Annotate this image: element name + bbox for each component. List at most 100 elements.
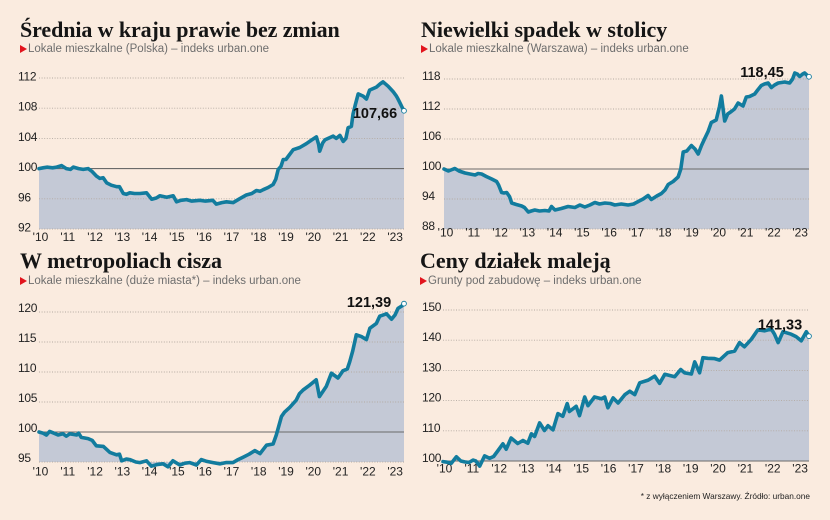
x-tick-label: '18	[251, 230, 267, 244]
series-line	[442, 71, 811, 214]
y-tick-label: 112	[422, 99, 441, 113]
x-tick-label: '20	[710, 462, 726, 476]
y-tick-label: 105	[18, 391, 38, 405]
y-tick-label: 110	[18, 361, 37, 375]
y-tick-label: 92	[18, 221, 31, 235]
chart-panel-4: 100 110 120 130 140 150 '10 '11 '12 '13 '14 '15 '16 '…	[422, 300, 812, 476]
y-tick-label: 104	[18, 130, 38, 144]
x-tick-label: '10	[438, 226, 454, 240]
x-tick-label: '16	[601, 226, 617, 240]
x-tick-label: '23	[792, 226, 808, 240]
x-tick-label: '16	[196, 465, 212, 479]
end-point-marker	[806, 73, 812, 80]
x-tick-label: '16	[196, 230, 212, 244]
x-tick-label: '15	[573, 462, 589, 476]
x-tick-label: '10	[33, 465, 49, 479]
x-tick-label: '12	[492, 226, 508, 240]
red-triangle-icon	[420, 276, 427, 285]
x-tick-label: '12	[491, 462, 507, 476]
x-tick-label: '17	[628, 462, 644, 476]
y-tick-label: 100	[422, 451, 442, 465]
x-tick-label: '22	[360, 465, 376, 479]
red-triangle-icon	[20, 276, 27, 285]
x-tick-label: '21	[333, 230, 349, 244]
x-tick-label: '16	[601, 462, 617, 476]
area-fill	[444, 73, 809, 229]
y-tick-label: 94	[422, 189, 435, 203]
y-tick-label: 106	[422, 129, 442, 143]
end-value-label: 121,39	[347, 295, 391, 311]
series-line	[37, 301, 406, 469]
x-tick-label: '11	[60, 465, 75, 479]
chart-subtitle-land: Grunty pod zabudowę – indeks urban.one	[420, 274, 642, 288]
y-tick-label: 100	[18, 421, 38, 435]
end-value-label: 107,66	[353, 106, 397, 122]
chart-subtitle-text: Lokale mieszkalne (duże miasta*) – indek…	[28, 275, 301, 287]
x-tick-label: '13	[115, 230, 131, 244]
y-tick-label: 140	[422, 330, 442, 344]
footnote-source: * z wyłączeniem Warszawy. Źródło: urban.…	[640, 491, 810, 501]
y-tick-label: 130	[422, 360, 442, 374]
chart-subtitle-text: Grunty pod zabudowę – indeks urban.one	[428, 275, 642, 287]
chart-title-poland: Średnia w kraju prawie bez zmian	[20, 17, 340, 42]
end-point-marker	[806, 333, 812, 340]
y-tick-label: 88	[422, 219, 435, 233]
x-tick-label: '13	[520, 226, 536, 240]
x-tick-label: '22	[765, 226, 781, 240]
series-line	[441, 327, 811, 468]
y-tick-label: 96	[18, 190, 31, 204]
chart-subtitle-poland: Lokale mieszkalne (Polska) – indeks urba…	[20, 42, 269, 56]
chart-subtitle-text: Lokale mieszkalne (Warszawa) – indeks ur…	[429, 43, 689, 55]
y-tick-label: 120	[422, 391, 442, 405]
y-tick-label: 108	[18, 100, 38, 114]
x-tick-label: '14	[547, 226, 563, 240]
x-tick-label: '19	[278, 465, 294, 479]
y-tick-label: 150	[422, 300, 442, 314]
x-tick-label: '18	[656, 226, 672, 240]
y-tick-label: 100	[422, 159, 442, 173]
x-tick-label: '19	[683, 226, 699, 240]
area-fill	[39, 81, 404, 229]
x-tick-label: '10	[437, 462, 453, 476]
x-tick-label: '12	[87, 230, 103, 244]
x-tick-label: '20	[710, 226, 726, 240]
x-tick-label: '11	[464, 462, 479, 476]
x-tick-label: '18	[251, 465, 267, 479]
x-tick-label: '12	[87, 465, 103, 479]
end-point-marker	[401, 107, 407, 114]
chart-subtitle-warsaw: Lokale mieszkalne (Warszawa) – indeks ur…	[421, 42, 689, 56]
x-tick-label: '22	[765, 462, 781, 476]
y-tick-label: 100	[18, 160, 38, 174]
end-value-label: 118,45	[740, 65, 784, 81]
x-tick-label: '23	[792, 462, 808, 476]
area-fill	[39, 303, 404, 467]
y-tick-label: 118	[422, 69, 441, 83]
y-tick-label: 112	[18, 70, 37, 84]
chart-title-warsaw: Niewielki spadek w stolicy	[421, 17, 668, 42]
red-triangle-icon	[421, 44, 428, 53]
chart-subtitle-text: Lokale mieszkalne (Polska) – indeks urba…	[28, 43, 269, 55]
chart-subtitle-big-cities: Lokale mieszkalne (duże miasta*) – indek…	[20, 274, 301, 288]
x-tick-label: '13	[519, 462, 535, 476]
x-tick-label: '11	[60, 230, 75, 244]
x-tick-label: '22	[360, 230, 376, 244]
y-tick-label: 115	[18, 331, 37, 345]
x-tick-label: '15	[574, 226, 590, 240]
x-tick-label: '14	[142, 230, 158, 244]
chart-title-land: Ceny działek maleją	[420, 248, 611, 273]
x-tick-label: '20	[305, 230, 321, 244]
x-tick-label: '14	[546, 462, 562, 476]
y-tick-label: 110	[422, 421, 441, 435]
x-tick-label: '11	[465, 226, 480, 240]
area-fill	[443, 329, 809, 467]
x-tick-label: '10	[33, 230, 49, 244]
end-value-label: 141,33	[758, 317, 802, 333]
chart-panel-2: 88 94 100 106 112 118 '10 '11 '12 '13 '14 '15 '16 '17…	[422, 65, 812, 240]
chart-panel-3: 95 100 105 110 115 120 '10 '11 '12 '13 '14 '15 '16 '1…	[18, 295, 407, 479]
x-tick-label: '18	[656, 462, 672, 476]
x-tick-label: '23	[387, 230, 403, 244]
x-tick-label: '19	[278, 230, 294, 244]
chart-title-big-cities: W metropoliach cisza	[20, 248, 223, 273]
